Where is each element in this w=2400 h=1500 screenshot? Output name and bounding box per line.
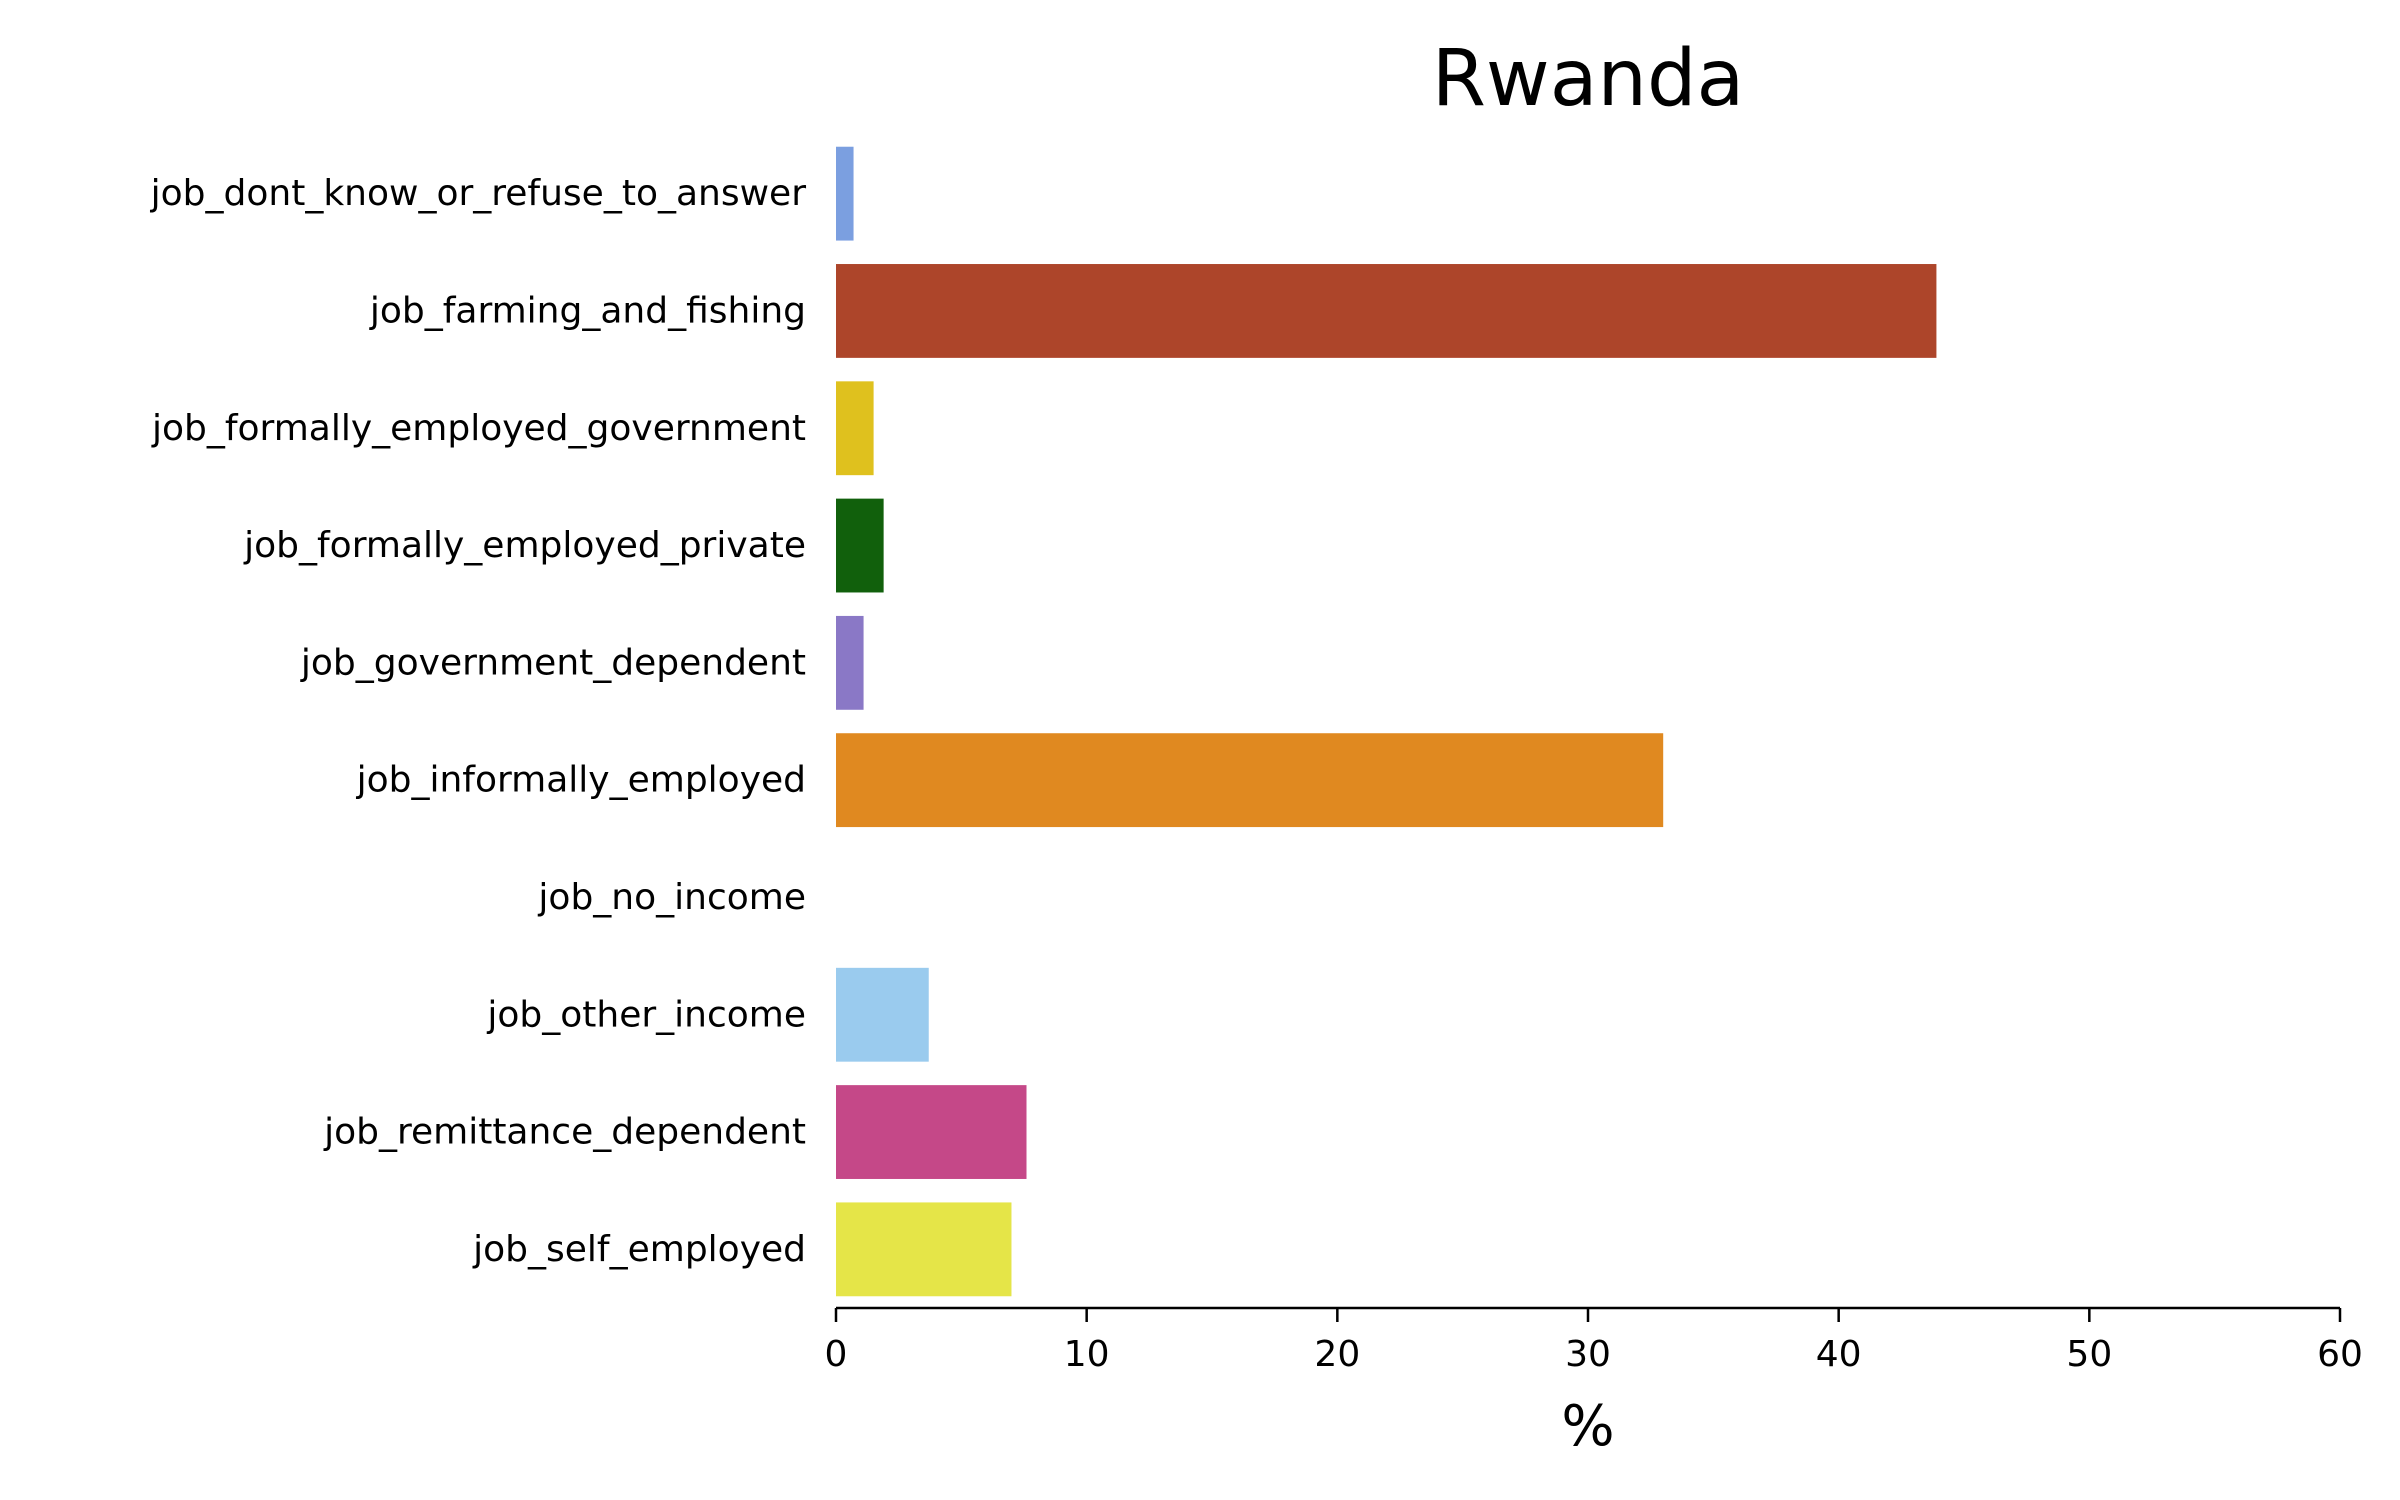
bar-job_formally_employed_private xyxy=(836,498,884,593)
category-label: job_informally_employed xyxy=(356,760,806,801)
x-tick-label: 10 xyxy=(1064,1334,1110,1375)
bar-job_other_income xyxy=(836,967,929,1062)
category-labels: job_dont_know_or_refuse_to_answer job_far… xyxy=(150,173,807,1270)
category-label: job_farming_and_fishing xyxy=(369,290,806,331)
category-label: job_no_income xyxy=(537,877,806,918)
x-tick-label: 0 xyxy=(825,1334,848,1375)
bar-job_remittance_dependent xyxy=(836,1085,1027,1179)
category-label: job_remittance_dependent xyxy=(323,1112,806,1153)
bar-job_farming_and_fishing xyxy=(836,264,1937,358)
x-tick-label: 20 xyxy=(1314,1334,1360,1375)
category-label: job_government_dependent xyxy=(300,642,806,683)
chart-title: Rwanda xyxy=(1432,34,1745,124)
bar-job_informally_employed xyxy=(836,733,1664,828)
category-label: job_formally_employed_private xyxy=(243,525,806,566)
category-label: job_formally_employed_government xyxy=(151,408,806,449)
x-axis-ticks: 0 10 20 30 40 50 60 xyxy=(825,1308,2363,1375)
bar-job_formally_employed_government xyxy=(836,381,874,476)
x-tick-label: 50 xyxy=(2066,1334,2112,1375)
category-label: job_self_employed xyxy=(472,1229,806,1270)
x-tick-label: 60 xyxy=(2317,1334,2363,1375)
x-tick-label: 30 xyxy=(1565,1334,1611,1375)
bar-job_dont_know_or_refuse_to_answer xyxy=(836,146,854,241)
category-label: job_other_income xyxy=(486,994,806,1035)
x-tick-label: 40 xyxy=(1816,1334,1862,1375)
bar-job_self_employed xyxy=(836,1202,1012,1297)
category-label: job_dont_know_or_refuse_to_answer xyxy=(150,173,807,214)
x-axis-label: % xyxy=(1561,1394,1614,1459)
bars-layer xyxy=(836,146,1937,1297)
bar-job_government_dependent xyxy=(836,615,864,710)
